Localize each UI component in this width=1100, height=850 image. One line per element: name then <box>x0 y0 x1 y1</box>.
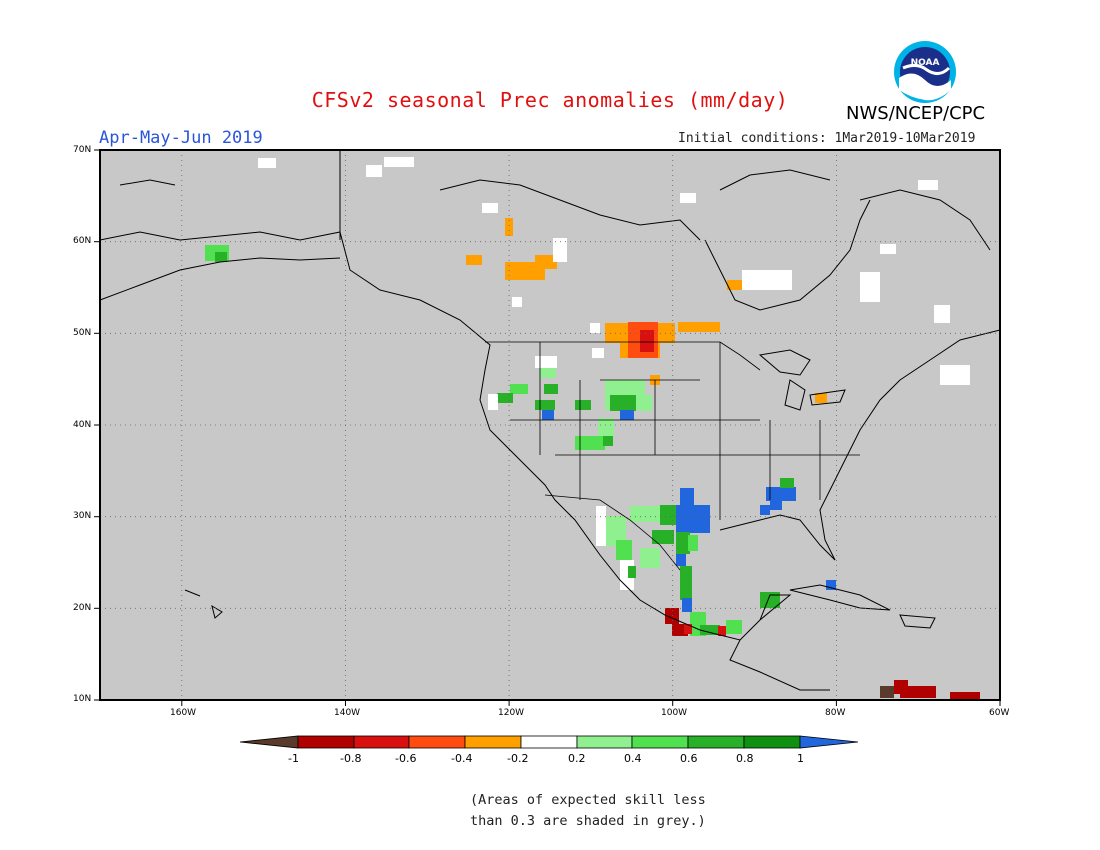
noaa-logo: NOAA <box>894 41 956 103</box>
lat-label: 30N <box>73 511 92 521</box>
colorbar-label: -1 <box>288 752 299 765</box>
colorbar-label: -0.8 <box>340 752 362 765</box>
lon-label: 160W <box>170 708 197 718</box>
colorbar-label: 0.6 <box>680 752 698 765</box>
season-label: Apr-May-Jun 2019 <box>99 128 263 148</box>
lon-label: 100W <box>661 708 688 718</box>
lon-label: 140W <box>334 708 361 718</box>
colorbar-label: 0.4 <box>624 752 642 765</box>
organization-label: NWS/NCEP/CPC <box>846 103 986 124</box>
colorbar-label: 0.8 <box>736 752 754 765</box>
colorbar-upper-arrow <box>799 735 859 749</box>
lat-label: 70N <box>73 145 92 155</box>
lon-label: 80W <box>825 708 846 718</box>
lat-label: 60N <box>73 236 92 246</box>
skill-note-line: (Areas of expected skill less <box>470 792 706 808</box>
lat-label: 20N <box>73 603 92 613</box>
colorbar-lower-arrow <box>239 735 299 749</box>
noaa-logo-text: NOAA <box>911 58 940 68</box>
colorbar-label: -0.4 <box>451 752 473 765</box>
grid-lines <box>100 150 1000 700</box>
coastlines <box>99 150 1001 691</box>
skill-note-line: than 0.3 are shaded in grey.) <box>470 813 706 829</box>
lat-label: 10N <box>73 694 92 704</box>
skill-note: (Areas of expected skill less than 0.3 a… <box>470 790 730 832</box>
borders <box>485 341 860 571</box>
colorbar <box>239 735 859 749</box>
lon-label: 60W <box>989 708 1010 718</box>
colorbar-label: -0.2 <box>507 752 529 765</box>
lat-label: 50N <box>73 328 92 338</box>
lon-label: 120W <box>498 708 525 718</box>
initial-conditions-label: Initial conditions: 1Mar2019-10Mar2019 <box>678 131 976 146</box>
chart-title: CFSv2 seasonal Prec anomalies (mm/day) <box>311 88 789 112</box>
colorbar-label: 1 <box>797 752 804 765</box>
lat-label: 40N <box>73 420 92 430</box>
colorbar-label: -0.6 <box>395 752 417 765</box>
colorbar-label: 0.2 <box>568 752 586 765</box>
tick-marks <box>94 149 1001 706</box>
